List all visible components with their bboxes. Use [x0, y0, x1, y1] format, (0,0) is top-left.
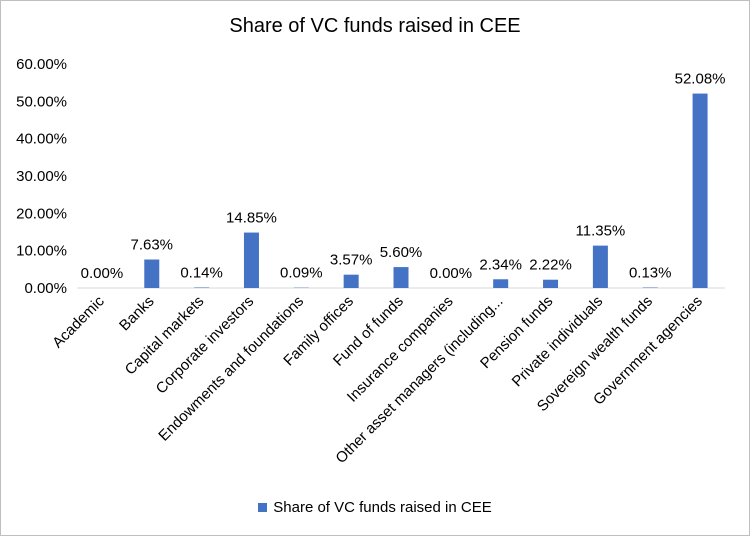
- data-label: 0.00%: [430, 265, 473, 282]
- y-tick-label: 40.00%: [16, 131, 67, 148]
- data-label: 0.09%: [280, 265, 323, 282]
- category-label: Private individuals: [509, 293, 607, 391]
- data-label: 7.63%: [130, 237, 173, 254]
- category-label: Banks: [116, 293, 158, 335]
- legend: Share of VC funds raised in CEE: [1, 499, 749, 516]
- data-label: 14.85%: [226, 210, 277, 227]
- bar: [343, 274, 359, 288]
- y-tick-label: 30.00%: [16, 168, 67, 185]
- bar: [144, 259, 160, 288]
- y-tick-label: 10.00%: [16, 243, 67, 260]
- data-label: 0.00%: [81, 265, 124, 282]
- data-label: 0.13%: [629, 265, 672, 282]
- y-tick-label: 20.00%: [16, 205, 67, 222]
- bar: [243, 232, 259, 288]
- y-tick-label: 0.00%: [24, 280, 67, 297]
- data-label: 11.35%: [576, 223, 626, 240]
- legend-label: Share of VC funds raised in CEE: [273, 499, 492, 516]
- data-label: 5.60%: [380, 244, 423, 261]
- data-label: 52.08%: [675, 71, 726, 88]
- category-label: Academic: [49, 292, 108, 351]
- bar: [194, 287, 210, 288]
- bar: [493, 279, 509, 288]
- bar: [592, 245, 608, 288]
- data-label: 2.22%: [529, 257, 572, 274]
- bar: [393, 267, 409, 288]
- data-label: 3.57%: [330, 252, 373, 269]
- data-label: 2.34%: [479, 256, 522, 273]
- data-label: 0.14%: [180, 264, 223, 281]
- legend-swatch: [258, 502, 268, 512]
- bar: [692, 93, 708, 289]
- chart-title: Share of VC funds raised in CEE: [229, 15, 521, 37]
- y-tick-label: 60.00%: [16, 56, 67, 73]
- bar: [543, 279, 559, 288]
- y-tick-label: 50.00%: [16, 93, 67, 110]
